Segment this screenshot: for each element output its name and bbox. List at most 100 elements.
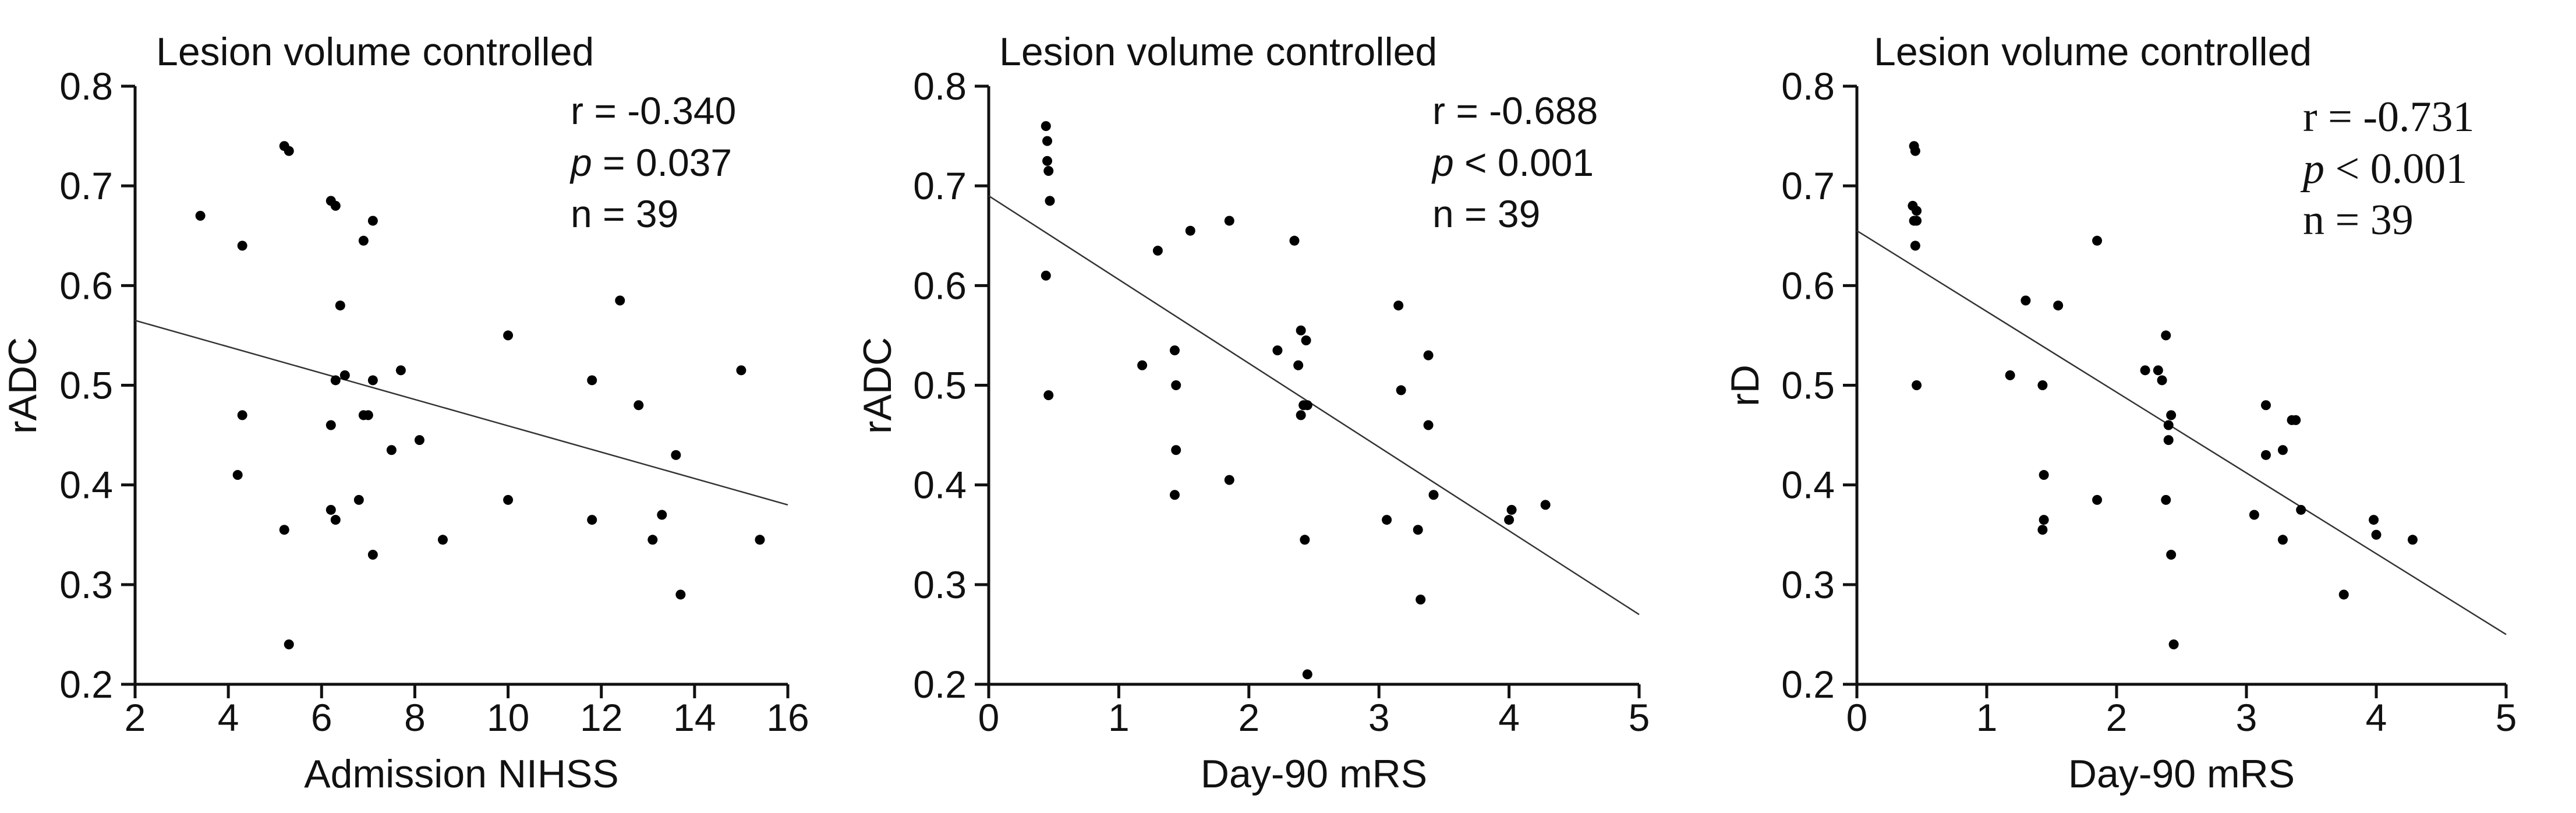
data-point — [1045, 196, 1055, 206]
data-point — [1382, 515, 1392, 525]
stat-p-symbol: p — [569, 141, 592, 184]
x-axis-label: Day-90 mRS — [1201, 752, 1427, 796]
x-tick-label: 5 — [2496, 696, 2517, 739]
y-tick-label: 0.4 — [59, 464, 113, 507]
data-point — [503, 330, 514, 341]
regression-line — [988, 195, 1640, 616]
data-point — [1302, 669, 1312, 680]
data-point — [2161, 494, 2171, 505]
y-tick-label: 0.3 — [1781, 563, 1835, 606]
data-point — [367, 375, 378, 386]
stat-n: n = 39 — [571, 192, 678, 235]
data-point — [437, 535, 448, 545]
data-point — [587, 375, 597, 386]
data-point — [1910, 241, 1920, 251]
x-axis-label: Day-90 mRS — [2068, 752, 2295, 796]
y-tick-label: 0.5 — [59, 364, 113, 407]
data-point — [2260, 400, 2271, 411]
y-tick-label: 0.4 — [1781, 464, 1835, 507]
x-tick-label: 16 — [766, 696, 809, 739]
data-point — [1185, 225, 1195, 236]
data-point — [1152, 245, 1163, 256]
scatter-panel-2: 0 1 2 3 4 5 0.2 0.3 0.4 0.5 0.6 0.7 0.8 Lesion volume… — [855, 30, 1650, 796]
data-point — [2092, 494, 2103, 505]
x-tick-label: 8 — [404, 696, 426, 739]
x-tick-label: 4 — [218, 696, 239, 739]
data-point — [339, 370, 350, 380]
data-point — [2153, 365, 2163, 376]
stat-p: p < 0.001 — [1431, 141, 1594, 184]
data-point — [1289, 235, 1300, 246]
data-point — [1302, 400, 1312, 411]
stat-n: n = 39 — [1432, 192, 1540, 235]
y-tick-label: 0.5 — [913, 364, 967, 407]
data-point — [1912, 206, 1922, 216]
y-tick-label: 0.6 — [1781, 264, 1835, 307]
data-point — [284, 639, 294, 650]
data-point — [2140, 365, 2150, 376]
data-point — [1413, 525, 1423, 535]
x-tick-label: 1 — [1976, 696, 1998, 739]
data-point — [2296, 504, 2306, 515]
data-point — [367, 549, 378, 560]
data-point — [2037, 525, 2048, 535]
data-point — [2277, 535, 2288, 545]
x-tick-label: 3 — [1368, 696, 1390, 739]
data-point — [1041, 121, 1051, 131]
y-tick-label: 0.6 — [59, 264, 113, 307]
data-point — [647, 535, 658, 545]
stat-p-symbol: p — [1431, 141, 1454, 184]
y-tick-label: 0.7 — [913, 164, 967, 207]
x-tick-label: 1 — [1108, 696, 1130, 739]
y-axis-label: rADC — [1, 337, 45, 434]
y-tick-label: 0.8 — [1781, 65, 1835, 108]
data-point — [2260, 450, 2271, 460]
data-point — [1043, 165, 1054, 176]
data-point — [2338, 589, 2349, 600]
data-point — [2092, 235, 2103, 246]
data-point — [1504, 515, 1515, 525]
y-tick-label: 0.8 — [59, 65, 113, 108]
chart-title: Lesion volume controlled — [156, 30, 594, 74]
data-point — [1171, 445, 1181, 455]
stat-p: p < 0.001 — [2300, 145, 2467, 193]
data-point — [1910, 146, 1920, 156]
data-point — [1296, 410, 1306, 420]
y-tick-label: 0.2 — [1781, 663, 1835, 706]
data-point — [1169, 345, 1180, 356]
data-point — [657, 510, 667, 520]
data-point — [1043, 390, 1054, 401]
stat-p-symbol: p — [2300, 145, 2324, 193]
data-point — [2161, 330, 2171, 341]
data-point — [503, 494, 514, 505]
data-point — [2407, 535, 2418, 545]
data-point — [2053, 301, 2064, 311]
stat-r: r = -0.688 — [1432, 89, 1598, 132]
data-point — [335, 301, 345, 311]
data-point — [325, 504, 336, 515]
x-tick-label: 4 — [2366, 696, 2387, 739]
data-point — [1300, 535, 1310, 545]
x-tick-label: 2 — [1238, 696, 1259, 739]
data-point — [1224, 215, 1234, 226]
x-tick-label: 3 — [2236, 696, 2257, 739]
regression-line — [1856, 230, 2507, 635]
data-point — [1540, 500, 1551, 510]
data-point — [325, 420, 336, 430]
x-tick-label: 2 — [2106, 696, 2128, 739]
data-point — [1301, 335, 1311, 345]
stat-r: r = -0.731 — [2303, 93, 2475, 141]
data-point — [2371, 529, 2382, 540]
data-point — [1171, 380, 1181, 390]
stat-p-value: = 0.037 — [592, 141, 732, 184]
data-point — [2157, 375, 2167, 386]
scatter-panel-1: 2 4 6 8 10 12 14 16 0.2 0.3 0.4 0.5 0.6 0.7 0.8 Lesion … — [1, 30, 809, 796]
data-point — [736, 365, 746, 376]
data-point — [237, 241, 247, 251]
data-point — [2039, 515, 2049, 525]
data-point — [1042, 136, 1053, 146]
data-point — [615, 295, 625, 306]
data-point — [2005, 370, 2015, 380]
y-tick-label: 0.7 — [1781, 164, 1835, 207]
